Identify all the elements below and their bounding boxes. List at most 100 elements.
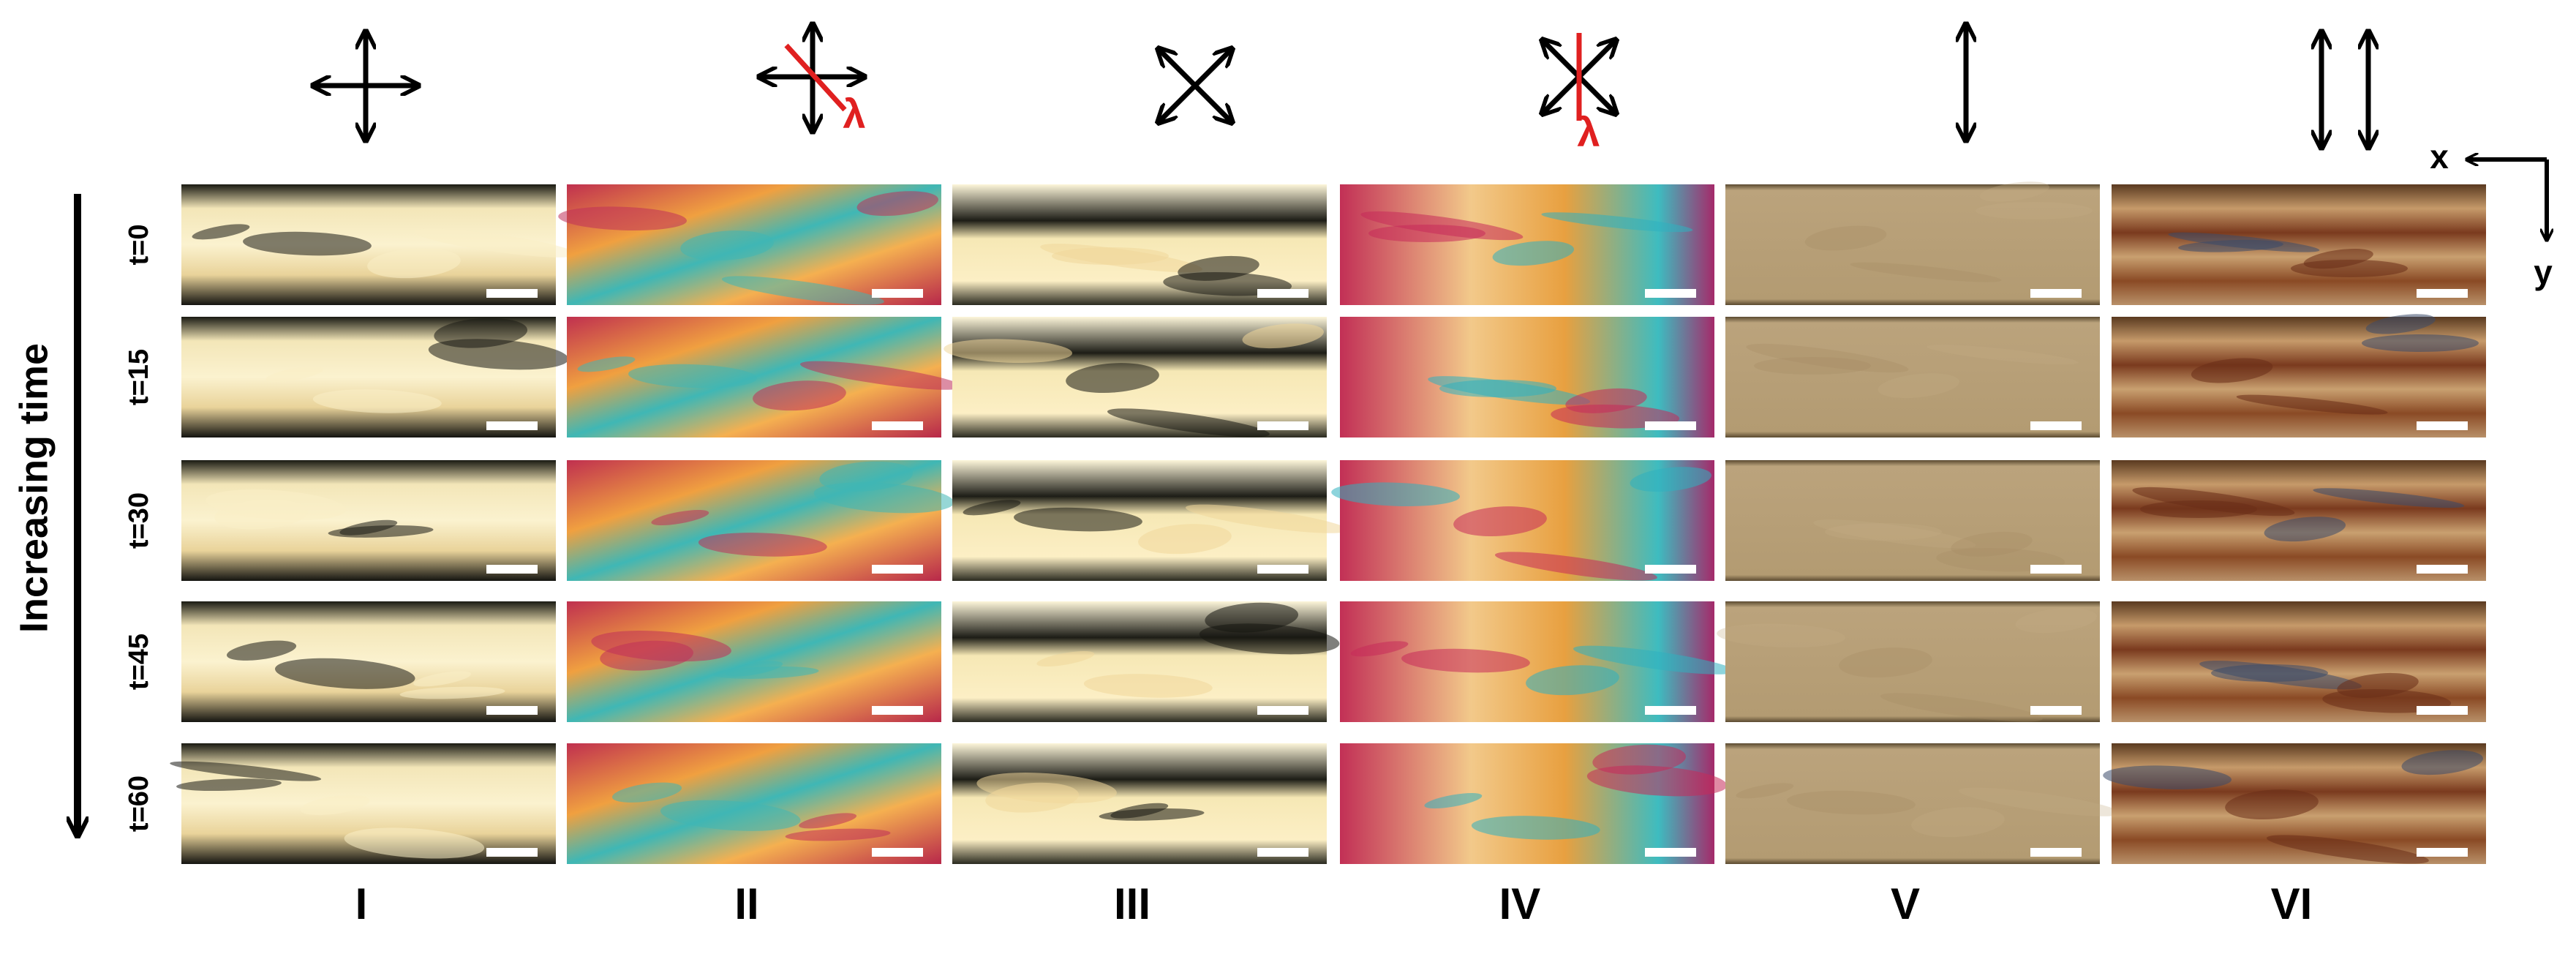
texture: [1066, 363, 1159, 394]
lambda-label: λ: [1577, 109, 1600, 155]
micrograph: [944, 317, 1327, 437]
micrograph: [558, 184, 941, 305]
texture: [856, 191, 938, 217]
polarizer-icons: [78, 26, 2547, 834]
scale-bar: [2417, 565, 2468, 574]
micrograph: [2112, 460, 2486, 581]
scale-bar: [872, 565, 923, 574]
texture: [1107, 408, 1270, 437]
texture: [214, 499, 308, 530]
column-label: IV: [1499, 879, 1541, 928]
texture: [243, 231, 372, 256]
texture: [2225, 789, 2319, 820]
texture: [274, 658, 415, 689]
column-label: III: [1114, 879, 1150, 928]
scale-bar: [872, 848, 923, 857]
micrograph: [1717, 601, 2100, 722]
micrograph: [2112, 184, 2486, 305]
scale-bar: [486, 421, 538, 430]
texture: [600, 640, 693, 671]
scale-bar: [2030, 706, 2082, 715]
texture: [577, 356, 636, 372]
texture: [2015, 608, 2097, 634]
texture: [785, 828, 891, 841]
texture: [2211, 664, 2328, 682]
texture: [800, 361, 963, 390]
texture: [1242, 323, 1324, 349]
texture: [1368, 225, 1485, 242]
texture: [434, 318, 528, 348]
texture: [1526, 665, 1619, 696]
texture: [1471, 816, 1600, 840]
scale-bar: [872, 289, 923, 298]
texture: [1911, 807, 2005, 838]
axis-label: x: [2430, 138, 2449, 176]
micrograph-bg: [1725, 743, 2100, 864]
micrograph: [567, 460, 954, 581]
texture: [628, 364, 757, 388]
texture: [725, 661, 783, 677]
texture: [1565, 388, 1647, 413]
micrograph: [1331, 460, 1714, 581]
row-label: t=45: [124, 634, 154, 690]
micrograph: [181, 317, 569, 437]
texture: [1878, 373, 1960, 399]
micrograph: [1725, 460, 2100, 581]
scale-bar: [2030, 848, 2082, 857]
micrograph: [567, 601, 941, 722]
texture: [1592, 744, 1687, 775]
micrograph: [952, 601, 1340, 722]
texture: [819, 461, 914, 492]
texture: [1787, 790, 1916, 815]
texture: [1186, 504, 1348, 533]
texture: [2191, 358, 2273, 383]
scale-bar: [486, 289, 538, 298]
micrograph: [170, 743, 556, 864]
texture: [1424, 793, 1483, 809]
texture: [2365, 314, 2436, 334]
texture: [1014, 507, 1142, 532]
micrograph: [2103, 743, 2486, 864]
row-label: t=60: [124, 775, 154, 832]
micrograph: [181, 601, 556, 722]
micrograph: [1725, 743, 2121, 864]
texture: [1976, 202, 2093, 219]
micrograph: [952, 460, 1348, 581]
scale-bar: [1257, 565, 1308, 574]
micrograph: [2112, 601, 2486, 722]
texture: [312, 389, 442, 413]
texture: [1052, 247, 1169, 265]
column-label: II: [734, 879, 758, 928]
micrograph: [1725, 181, 2100, 305]
scale-bar: [486, 706, 538, 715]
texture: [176, 778, 282, 792]
texture: [1804, 225, 1887, 251]
texture: [170, 761, 322, 781]
micrograph-bg: [1725, 184, 2100, 305]
texture: [1401, 648, 1530, 673]
texture: [1541, 212, 1693, 233]
texture: [1331, 482, 1461, 506]
micrograph: [952, 184, 1327, 305]
texture: [265, 367, 324, 383]
column-label: VI: [2271, 879, 2313, 928]
scale-bar: [486, 848, 538, 857]
texture: [1453, 506, 1547, 537]
scale-bar: [872, 421, 923, 430]
texture: [558, 206, 688, 230]
micrograph: [1340, 743, 1728, 864]
micrograph: [181, 460, 556, 581]
micrograph: [1340, 184, 1714, 305]
texture: [1959, 787, 2121, 816]
texture: [1036, 651, 1095, 667]
texture: [1746, 343, 1909, 373]
texture: [2401, 750, 2483, 775]
texture: [963, 500, 1021, 516]
micrograph: [1725, 317, 2100, 437]
texture: [2313, 488, 2465, 508]
texture: [799, 813, 857, 829]
texture: [413, 671, 472, 687]
micrograph: [1340, 317, 1714, 437]
texture: [2264, 517, 2346, 542]
